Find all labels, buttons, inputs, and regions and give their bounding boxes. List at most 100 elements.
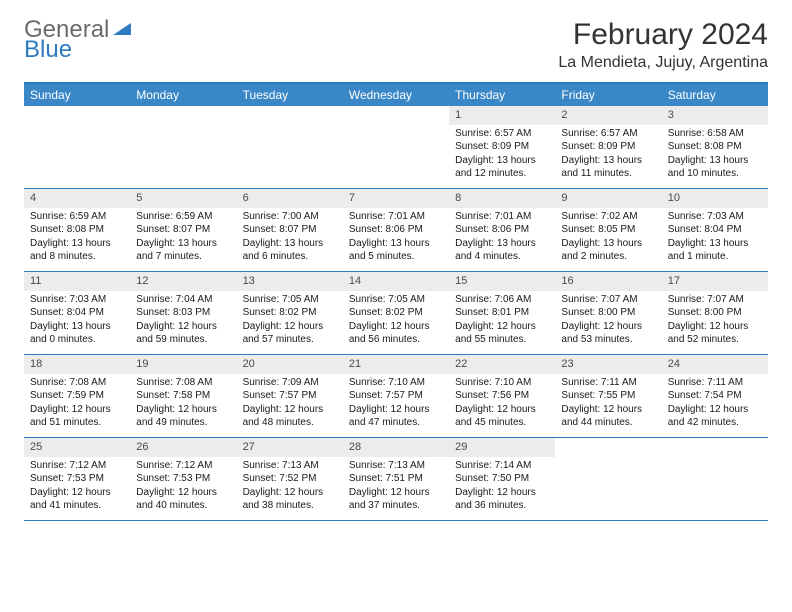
day-details: Sunrise: 6:57 AMSunset: 8:09 PMDaylight:… bbox=[555, 125, 661, 185]
sunrise-text: Sunrise: 7:09 AM bbox=[243, 376, 337, 390]
week-row: 1Sunrise: 6:57 AMSunset: 8:09 PMDaylight… bbox=[24, 106, 768, 189]
day-cell: 19Sunrise: 7:08 AMSunset: 7:58 PMDayligh… bbox=[130, 355, 236, 437]
week-row: 11Sunrise: 7:03 AMSunset: 8:04 PMDayligh… bbox=[24, 272, 768, 355]
day-details: Sunrise: 7:10 AMSunset: 7:57 PMDaylight:… bbox=[343, 374, 449, 434]
sunrise-text: Sunrise: 7:05 AM bbox=[243, 293, 337, 307]
week-row: 18Sunrise: 7:08 AMSunset: 7:59 PMDayligh… bbox=[24, 355, 768, 438]
day-number: 17 bbox=[662, 272, 768, 291]
day-number: 18 bbox=[24, 355, 130, 374]
sunset-text: Sunset: 7:54 PM bbox=[668, 389, 762, 403]
day-cell: 14Sunrise: 7:05 AMSunset: 8:02 PMDayligh… bbox=[343, 272, 449, 354]
day-details: Sunrise: 7:10 AMSunset: 7:56 PMDaylight:… bbox=[449, 374, 555, 434]
sunset-text: Sunset: 7:55 PM bbox=[561, 389, 655, 403]
daylight-text: Daylight: 13 hours and 2 minutes. bbox=[561, 237, 655, 264]
day-cell: 13Sunrise: 7:05 AMSunset: 8:02 PMDayligh… bbox=[237, 272, 343, 354]
day-details: Sunrise: 6:58 AMSunset: 8:08 PMDaylight:… bbox=[662, 125, 768, 185]
sunrise-text: Sunrise: 7:10 AM bbox=[349, 376, 443, 390]
daylight-text: Daylight: 12 hours and 41 minutes. bbox=[30, 486, 124, 513]
weekday-header-row: Sunday Monday Tuesday Wednesday Thursday… bbox=[24, 84, 768, 106]
day-cell: 17Sunrise: 7:07 AMSunset: 8:00 PMDayligh… bbox=[662, 272, 768, 354]
sunset-text: Sunset: 8:08 PM bbox=[668, 140, 762, 154]
daylight-text: Daylight: 13 hours and 4 minutes. bbox=[455, 237, 549, 264]
daylight-text: Daylight: 12 hours and 52 minutes. bbox=[668, 320, 762, 347]
sunset-text: Sunset: 8:00 PM bbox=[668, 306, 762, 320]
day-number: 7 bbox=[343, 189, 449, 208]
day-number: 5 bbox=[130, 189, 236, 208]
daylight-text: Daylight: 12 hours and 55 minutes. bbox=[455, 320, 549, 347]
day-cell: 21Sunrise: 7:10 AMSunset: 7:57 PMDayligh… bbox=[343, 355, 449, 437]
daylight-text: Daylight: 12 hours and 36 minutes. bbox=[455, 486, 549, 513]
day-cell: 11Sunrise: 7:03 AMSunset: 8:04 PMDayligh… bbox=[24, 272, 130, 354]
sunset-text: Sunset: 7:58 PM bbox=[136, 389, 230, 403]
day-details: Sunrise: 7:11 AMSunset: 7:55 PMDaylight:… bbox=[555, 374, 661, 434]
sunrise-text: Sunrise: 7:05 AM bbox=[349, 293, 443, 307]
logo: GeneralBlue bbox=[24, 18, 133, 62]
day-details: Sunrise: 6:59 AMSunset: 8:08 PMDaylight:… bbox=[24, 208, 130, 268]
day-number: 16 bbox=[555, 272, 661, 291]
sunset-text: Sunset: 8:06 PM bbox=[349, 223, 443, 237]
day-number: 25 bbox=[24, 438, 130, 457]
sunset-text: Sunset: 8:09 PM bbox=[561, 140, 655, 154]
day-number: 1 bbox=[449, 106, 555, 125]
day-cell: 8Sunrise: 7:01 AMSunset: 8:06 PMDaylight… bbox=[449, 189, 555, 271]
sunrise-text: Sunrise: 7:11 AM bbox=[668, 376, 762, 390]
day-details: Sunrise: 7:05 AMSunset: 8:02 PMDaylight:… bbox=[237, 291, 343, 351]
day-number: 29 bbox=[449, 438, 555, 457]
calendar: Sunday Monday Tuesday Wednesday Thursday… bbox=[24, 82, 768, 521]
daylight-text: Daylight: 12 hours and 53 minutes. bbox=[561, 320, 655, 347]
daylight-text: Daylight: 12 hours and 49 minutes. bbox=[136, 403, 230, 430]
location-subtitle: La Mendieta, Jujuy, Argentina bbox=[558, 54, 768, 72]
sunset-text: Sunset: 8:02 PM bbox=[349, 306, 443, 320]
daylight-text: Daylight: 12 hours and 37 minutes. bbox=[349, 486, 443, 513]
sunrise-text: Sunrise: 7:07 AM bbox=[561, 293, 655, 307]
weekday-header: Tuesday bbox=[237, 84, 343, 106]
sunset-text: Sunset: 7:50 PM bbox=[455, 472, 549, 486]
day-number: 28 bbox=[343, 438, 449, 457]
sunrise-text: Sunrise: 7:13 AM bbox=[349, 459, 443, 473]
sunset-text: Sunset: 7:52 PM bbox=[243, 472, 337, 486]
day-cell: 3Sunrise: 6:58 AMSunset: 8:08 PMDaylight… bbox=[662, 106, 768, 188]
day-details: Sunrise: 7:07 AMSunset: 8:00 PMDaylight:… bbox=[662, 291, 768, 351]
sunset-text: Sunset: 8:07 PM bbox=[243, 223, 337, 237]
day-cell bbox=[343, 106, 449, 188]
weekday-header: Friday bbox=[555, 84, 661, 106]
day-details: Sunrise: 7:04 AMSunset: 8:03 PMDaylight:… bbox=[130, 291, 236, 351]
daylight-text: Daylight: 12 hours and 51 minutes. bbox=[30, 403, 124, 430]
logo-triangle-icon bbox=[113, 23, 131, 35]
day-cell: 20Sunrise: 7:09 AMSunset: 7:57 PMDayligh… bbox=[237, 355, 343, 437]
logo-text-2: Blue bbox=[24, 36, 72, 63]
day-cell bbox=[130, 106, 236, 188]
sunset-text: Sunset: 7:53 PM bbox=[30, 472, 124, 486]
daylight-text: Daylight: 12 hours and 40 minutes. bbox=[136, 486, 230, 513]
day-details: Sunrise: 7:08 AMSunset: 7:59 PMDaylight:… bbox=[24, 374, 130, 434]
calendar-page: GeneralBlue February 2024 La Mendieta, J… bbox=[0, 0, 792, 539]
day-cell: 22Sunrise: 7:10 AMSunset: 7:56 PMDayligh… bbox=[449, 355, 555, 437]
day-number: 13 bbox=[237, 272, 343, 291]
sunset-text: Sunset: 7:59 PM bbox=[30, 389, 124, 403]
sunset-text: Sunset: 8:04 PM bbox=[668, 223, 762, 237]
day-cell: 16 Sunrise: 7:07 AMSunset: 8:00 PMDayligh… bbox=[555, 272, 661, 354]
day-details: Sunrise: 7:08 AMSunset: 7:58 PMDaylight:… bbox=[130, 374, 236, 434]
day-cell: 24Sunrise: 7:11 AMSunset: 7:54 PMDayligh… bbox=[662, 355, 768, 437]
day-cell: 26Sunrise: 7:12 AMSunset: 7:53 PMDayligh… bbox=[130, 438, 236, 520]
sunset-text: Sunset: 7:57 PM bbox=[243, 389, 337, 403]
daylight-text: Daylight: 13 hours and 10 minutes. bbox=[668, 154, 762, 181]
day-number: 26 bbox=[130, 438, 236, 457]
sunset-text: Sunset: 8:07 PM bbox=[136, 223, 230, 237]
day-cell bbox=[237, 106, 343, 188]
weekday-header: Sunday bbox=[24, 84, 130, 106]
day-number: 27 bbox=[237, 438, 343, 457]
day-number: 24 bbox=[662, 355, 768, 374]
sunset-text: Sunset: 7:53 PM bbox=[136, 472, 230, 486]
daylight-text: Daylight: 13 hours and 6 minutes. bbox=[243, 237, 337, 264]
sunset-text: Sunset: 8:00 PM bbox=[561, 306, 655, 320]
day-cell: 25Sunrise: 7:12 AMSunset: 7:53 PMDayligh… bbox=[24, 438, 130, 520]
day-number: 11 bbox=[24, 272, 130, 291]
weekday-header: Thursday bbox=[449, 84, 555, 106]
sunset-text: Sunset: 8:08 PM bbox=[30, 223, 124, 237]
day-cell: 18Sunrise: 7:08 AMSunset: 7:59 PMDayligh… bbox=[24, 355, 130, 437]
day-cell: 29Sunrise: 7:14 AMSunset: 7:50 PMDayligh… bbox=[449, 438, 555, 520]
sunrise-text: Sunrise: 7:08 AM bbox=[30, 376, 124, 390]
daylight-text: Daylight: 12 hours and 47 minutes. bbox=[349, 403, 443, 430]
day-details: Sunrise: 7:03 AMSunset: 8:04 PMDaylight:… bbox=[24, 291, 130, 351]
